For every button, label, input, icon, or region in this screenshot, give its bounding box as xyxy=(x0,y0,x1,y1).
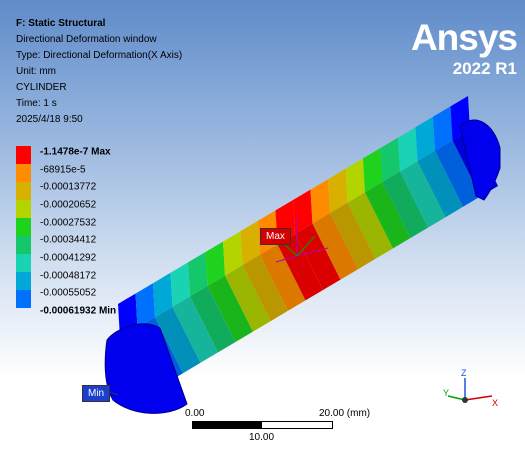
contour-band-front xyxy=(242,254,288,322)
contour-band-top xyxy=(153,272,173,318)
contour-band-top xyxy=(363,148,383,193)
logo-brand: Ansys xyxy=(410,17,518,58)
x-axis-icon xyxy=(464,395,493,401)
result-unit: Unit: mm xyxy=(16,66,56,77)
body-name: CYLINDER xyxy=(16,82,67,93)
contour-band-front xyxy=(382,171,428,238)
legend-swatch xyxy=(16,290,31,308)
contour-band-top xyxy=(188,252,208,297)
legend-label: -0.00041292 xyxy=(40,252,97,264)
legend-swatch xyxy=(16,200,31,218)
triad-x-label: X xyxy=(492,398,498,408)
legend-swatch xyxy=(16,182,31,200)
legend-swatch xyxy=(16,218,31,236)
contour-band-front xyxy=(190,286,236,353)
contour-band-front xyxy=(225,265,271,332)
result-date: 2025/4/18 9:50 xyxy=(16,114,83,125)
contour-band-top xyxy=(398,127,418,172)
legend-label: -0.00013772 xyxy=(40,181,97,193)
contour-band-top xyxy=(135,283,155,328)
contour-band-front xyxy=(172,296,218,363)
legend-swatch xyxy=(16,254,31,272)
legend-swatch xyxy=(16,236,31,254)
contour-band-front xyxy=(295,223,341,290)
result-type: Type: Directional Deformation(X Axis) xyxy=(16,50,183,61)
contour-band-front xyxy=(365,182,411,249)
contour-band-top xyxy=(380,137,400,182)
scale-bar xyxy=(192,421,333,429)
contour-band-top xyxy=(415,116,435,162)
end-cap-min xyxy=(104,323,188,414)
contour-bands xyxy=(118,96,498,394)
triad-z-label: Z xyxy=(461,368,467,378)
analysis-title: F: Static Structural xyxy=(16,18,106,29)
contour-band-front xyxy=(435,140,481,207)
contour-band-top xyxy=(433,106,453,151)
result-time: Time: 1 s xyxy=(16,98,57,109)
axis-triad[interactable]: Z Y X xyxy=(432,366,502,418)
legend-label: -0.00020652 xyxy=(40,199,97,211)
legend-label: -0.00055052 xyxy=(40,287,97,299)
legend-swatch xyxy=(16,164,31,182)
scale-right-label: 20.00 (mm) xyxy=(319,408,371,419)
legend-label-min: -0.00061932 Min xyxy=(40,305,117,317)
contour-band-front xyxy=(155,306,201,374)
legend-label-max: -1.1478e-7 Max xyxy=(40,146,111,158)
contour-band-top xyxy=(240,220,260,266)
contour-band-top xyxy=(345,158,365,203)
scale-mid-label: 10.00 xyxy=(249,432,275,443)
end-cap-far xyxy=(459,119,501,201)
contour-band-front xyxy=(400,161,446,228)
contour-band-top xyxy=(328,168,348,214)
min-callout[interactable]: Min xyxy=(82,385,111,402)
contour-band-top xyxy=(310,179,330,224)
contour-band-top xyxy=(170,262,190,307)
legend-label: -68915e-5 xyxy=(40,164,86,176)
result-info-panel: F: Static Structural Directional Deforma… xyxy=(16,16,182,128)
contour-band-top xyxy=(293,189,313,234)
triad-origin-icon xyxy=(462,397,468,403)
result-name: Directional Deformation window xyxy=(16,34,157,45)
contour-band-top xyxy=(223,231,243,276)
contour-band-front xyxy=(277,234,323,301)
contour-band-front xyxy=(312,213,358,280)
contour-band-front xyxy=(347,192,393,259)
legend-label: -0.00034412 xyxy=(40,234,97,246)
scale-left-label: 0.00 xyxy=(185,408,205,419)
contour-band-front xyxy=(417,150,463,218)
logo-version: 2022 R1 xyxy=(452,59,517,78)
end-caps xyxy=(104,119,501,414)
contour-band-front xyxy=(330,202,376,270)
ansys-logo: Ansys 2022 R1 xyxy=(410,17,518,79)
max-callout[interactable]: Max xyxy=(260,228,291,245)
legend-swatch xyxy=(16,272,31,290)
contour-band-top xyxy=(205,241,225,286)
scale-bar-fill xyxy=(193,422,262,428)
legend-label: -0.00048172 xyxy=(40,270,97,282)
legend-label: -0.00027532 xyxy=(40,217,97,229)
legend-swatch xyxy=(16,146,31,164)
contour-band-front xyxy=(207,275,253,342)
triad-y-label: Y xyxy=(443,388,449,398)
contour-band-front xyxy=(260,244,306,311)
